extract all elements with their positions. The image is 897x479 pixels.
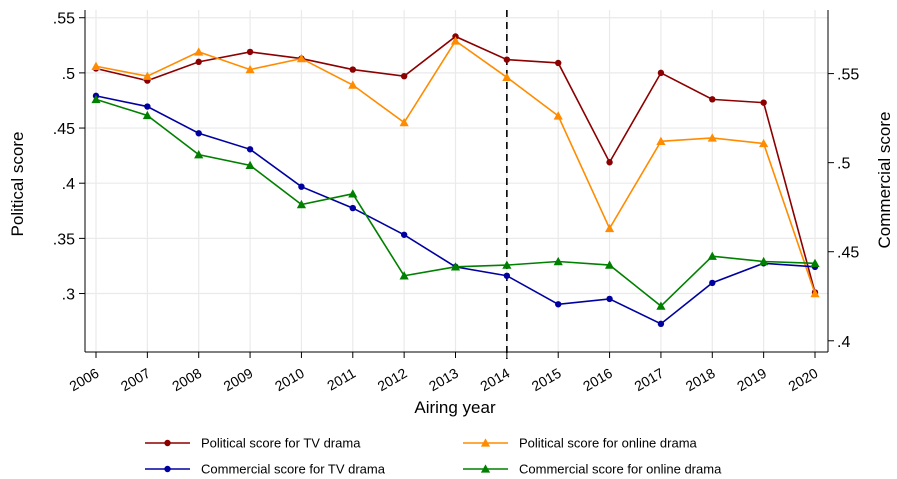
x-tick-label: 2011 — [324, 365, 358, 394]
legend-label: Political score for online drama — [519, 436, 698, 451]
data-point — [246, 146, 254, 153]
data-point — [296, 53, 307, 63]
data-point — [195, 130, 202, 137]
x-tick-label: 2010 — [272, 365, 307, 395]
legend-label: Commercial score for online drama — [519, 462, 722, 477]
data-point — [503, 272, 511, 279]
data-point — [296, 199, 307, 209]
series-2 — [91, 36, 820, 298]
data-point — [759, 138, 769, 148]
x-tick-label: 2018 — [683, 365, 718, 395]
y-axis-left-title: Political score — [8, 132, 27, 237]
y-tick-label-left: .55 — [53, 11, 75, 28]
data-point — [657, 320, 665, 328]
y-tick-label-left: .3 — [62, 287, 75, 304]
data-point — [656, 301, 666, 310]
data-point — [707, 251, 717, 260]
data-point — [399, 117, 409, 127]
data-point — [555, 301, 562, 308]
x-tick-label: 2009 — [221, 365, 256, 395]
data-point — [709, 96, 716, 103]
data-point — [91, 94, 101, 104]
x-tick-label: 2007 — [118, 365, 153, 395]
data-point — [246, 48, 254, 56]
y-tick-label-left: .35 — [53, 231, 75, 248]
data-point — [91, 61, 101, 70]
data-point — [194, 150, 204, 159]
legend-label: Political score for TV drama — [201, 436, 361, 451]
data-point — [503, 56, 511, 63]
data-point — [553, 256, 563, 266]
data-point — [760, 99, 767, 106]
x-tick-label: 2017 — [631, 365, 666, 395]
y-tick-label-right: .45 — [837, 245, 859, 262]
legend-marker — [480, 464, 491, 473]
data-point — [245, 64, 255, 74]
x-axis-title: Airing year — [414, 398, 496, 417]
y-tick-label-right: .5 — [837, 156, 850, 173]
data-point — [555, 59, 562, 67]
x-tick-label: 2014 — [477, 365, 512, 395]
y-tick-label-left: .5 — [62, 66, 75, 83]
series-layer — [91, 33, 820, 328]
data-point — [810, 288, 820, 298]
data-point — [144, 103, 151, 110]
legend-item: Political score for online drama — [463, 436, 698, 451]
labels-layer: Airing year Political score Commercial s… — [8, 112, 894, 417]
data-point — [604, 260, 615, 269]
legend-marker — [164, 439, 171, 447]
data-point — [604, 223, 615, 233]
x-tick-label: 2013 — [426, 365, 461, 395]
x-tick-label: 2020 — [786, 365, 821, 395]
data-point — [759, 256, 769, 266]
y-tick-label-right: .55 — [837, 67, 859, 84]
data-point — [348, 189, 358, 198]
legend-label: Commercial score for TV drama — [201, 462, 386, 477]
data-point — [502, 72, 512, 81]
data-point — [657, 69, 665, 77]
legend-item: Political score for TV drama — [145, 436, 361, 451]
data-point — [709, 279, 716, 287]
data-point — [400, 231, 408, 238]
legend-marker — [480, 438, 491, 447]
data-point — [142, 71, 152, 80]
y-tick-label-left: .45 — [53, 121, 75, 138]
x-tick-label: 2008 — [169, 365, 204, 395]
x-tick-label: 2012 — [375, 365, 410, 395]
data-point — [195, 58, 202, 66]
legend: Political score for TV drama Political sc… — [145, 436, 722, 477]
y-axis-right-title: Commercial score — [875, 112, 894, 249]
data-point — [553, 111, 563, 120]
data-point — [194, 47, 204, 56]
x-tick-label: 2016 — [580, 365, 615, 395]
data-point — [450, 36, 461, 45]
data-point — [707, 133, 717, 142]
y-tick-label-right: .4 — [837, 334, 850, 351]
x-tick-label: 2006 — [67, 365, 102, 395]
legend-item: Commercial score for online drama — [463, 462, 722, 477]
data-point — [810, 258, 820, 267]
data-point — [349, 66, 356, 73]
data-point — [502, 260, 512, 269]
legend-item: Commercial score for TV drama — [145, 462, 386, 477]
x-tick-label: 2019 — [734, 365, 769, 395]
data-point — [400, 72, 408, 80]
y-tick-label-left: .4 — [62, 176, 75, 193]
data-point — [142, 110, 152, 120]
data-point — [656, 136, 666, 145]
data-point — [298, 183, 305, 190]
data-point — [606, 159, 613, 166]
legend-marker — [164, 465, 171, 473]
data-point — [450, 262, 461, 271]
data-point — [606, 295, 613, 303]
x-tick-label: 2015 — [529, 365, 564, 395]
data-point — [349, 204, 356, 212]
data-point — [348, 80, 358, 89]
data-point — [399, 271, 409, 280]
series-4 — [91, 94, 820, 310]
data-point — [245, 160, 255, 170]
